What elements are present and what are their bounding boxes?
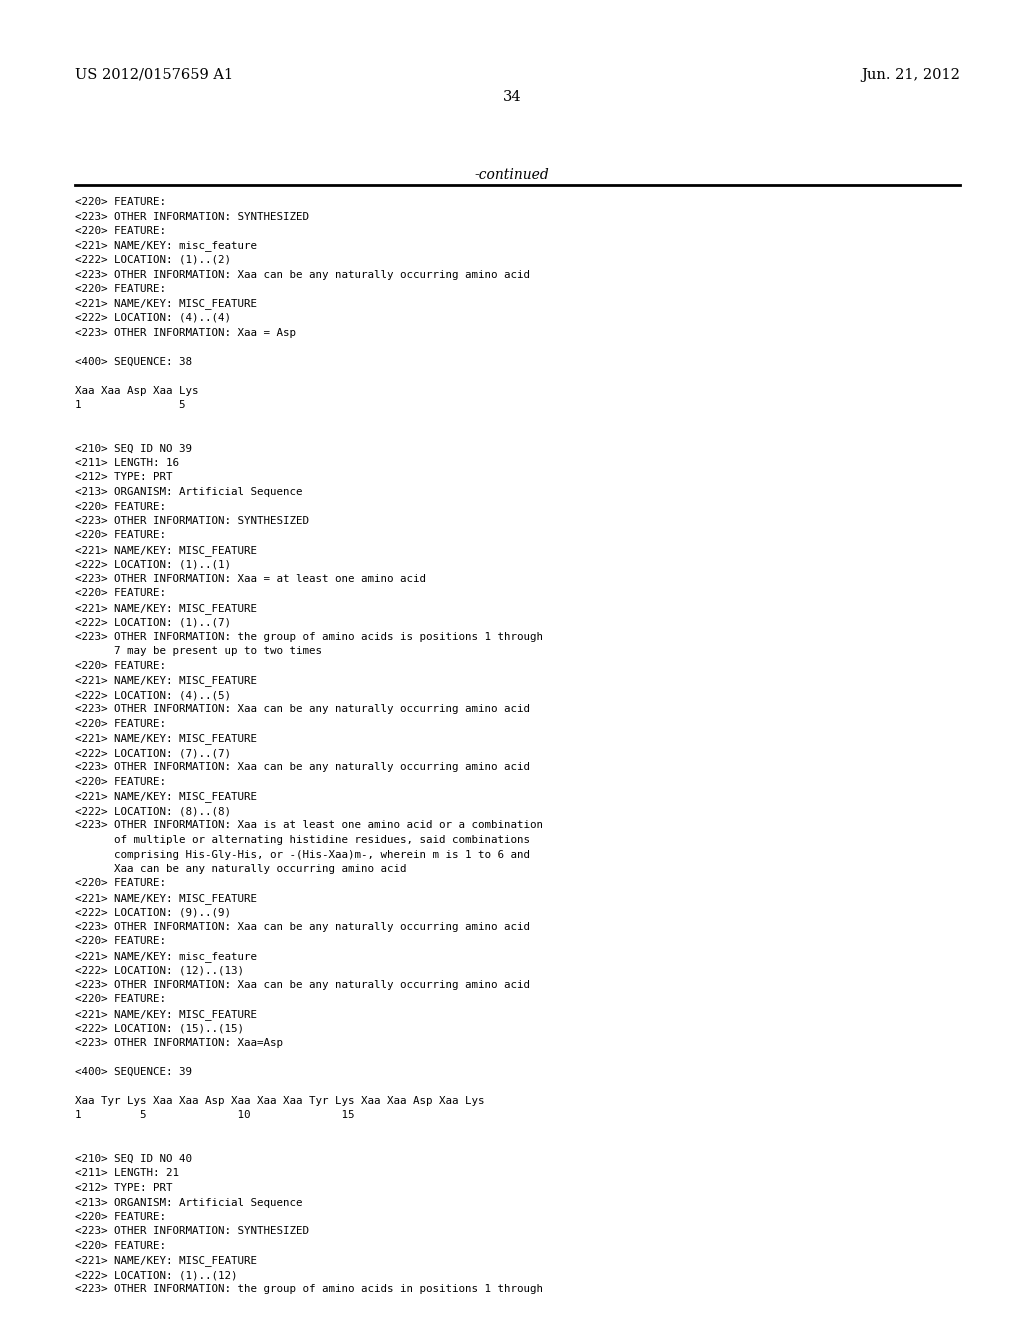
Text: <210> SEQ ID NO 39: <210> SEQ ID NO 39 (75, 444, 193, 454)
Text: <212> TYPE: PRT: <212> TYPE: PRT (75, 473, 172, 483)
Text: <221> NAME/KEY: MISC_FEATURE: <221> NAME/KEY: MISC_FEATURE (75, 1255, 257, 1266)
Text: <222> LOCATION: (9)..(9): <222> LOCATION: (9)..(9) (75, 908, 231, 917)
Text: <220> FEATURE:: <220> FEATURE: (75, 936, 166, 946)
Text: <212> TYPE: PRT: <212> TYPE: PRT (75, 1183, 172, 1193)
Text: <210> SEQ ID NO 40: <210> SEQ ID NO 40 (75, 1154, 193, 1164)
Text: <222> LOCATION: (4)..(5): <222> LOCATION: (4)..(5) (75, 690, 231, 700)
Text: <211> LENGTH: 16: <211> LENGTH: 16 (75, 458, 179, 469)
Text: <221> NAME/KEY: MISC_FEATURE: <221> NAME/KEY: MISC_FEATURE (75, 298, 257, 309)
Text: <223> OTHER INFORMATION: the group of amino acids is positions 1 through: <223> OTHER INFORMATION: the group of am… (75, 632, 543, 642)
Text: 1         5              10              15: 1 5 10 15 (75, 1110, 354, 1121)
Text: of multiple or alternating histidine residues, said combinations: of multiple or alternating histidine res… (75, 836, 530, 845)
Text: <223> OTHER INFORMATION: SYNTHESIZED: <223> OTHER INFORMATION: SYNTHESIZED (75, 1226, 309, 1237)
Text: comprising His-Gly-His, or -(His-Xaa)m-, wherein m is 1 to 6 and: comprising His-Gly-His, or -(His-Xaa)m-,… (75, 850, 530, 859)
Text: <223> OTHER INFORMATION: Xaa can be any naturally occurring amino acid: <223> OTHER INFORMATION: Xaa can be any … (75, 269, 530, 280)
Text: 34: 34 (503, 90, 521, 104)
Text: <223> OTHER INFORMATION: Xaa = Asp: <223> OTHER INFORMATION: Xaa = Asp (75, 327, 296, 338)
Text: <220> FEATURE:: <220> FEATURE: (75, 226, 166, 236)
Text: 1               5: 1 5 (75, 400, 185, 411)
Text: <221> NAME/KEY: misc_feature: <221> NAME/KEY: misc_feature (75, 950, 257, 962)
Text: <220> FEATURE:: <220> FEATURE: (75, 197, 166, 207)
Text: <220> FEATURE:: <220> FEATURE: (75, 719, 166, 729)
Text: -continued: -continued (475, 168, 549, 182)
Text: Xaa can be any naturally occurring amino acid: Xaa can be any naturally occurring amino… (75, 865, 407, 874)
Text: <223> OTHER INFORMATION: Xaa = at least one amino acid: <223> OTHER INFORMATION: Xaa = at least … (75, 574, 426, 583)
Text: Jun. 21, 2012: Jun. 21, 2012 (861, 69, 961, 82)
Text: <222> LOCATION: (1)..(1): <222> LOCATION: (1)..(1) (75, 560, 231, 569)
Text: <400> SEQUENCE: 38: <400> SEQUENCE: 38 (75, 356, 193, 367)
Text: <220> FEATURE:: <220> FEATURE: (75, 589, 166, 598)
Text: <220> FEATURE:: <220> FEATURE: (75, 1212, 166, 1222)
Text: <223> OTHER INFORMATION: Xaa can be any naturally occurring amino acid: <223> OTHER INFORMATION: Xaa can be any … (75, 705, 530, 714)
Text: <221> NAME/KEY: MISC_FEATURE: <221> NAME/KEY: MISC_FEATURE (75, 792, 257, 803)
Text: <223> OTHER INFORMATION: Xaa can be any naturally occurring amino acid: <223> OTHER INFORMATION: Xaa can be any … (75, 979, 530, 990)
Text: <221> NAME/KEY: MISC_FEATURE: <221> NAME/KEY: MISC_FEATURE (75, 894, 257, 904)
Text: <220> FEATURE:: <220> FEATURE: (75, 1241, 166, 1251)
Text: <400> SEQUENCE: 39: <400> SEQUENCE: 39 (75, 1067, 193, 1077)
Text: <220> FEATURE:: <220> FEATURE: (75, 661, 166, 671)
Text: <223> OTHER INFORMATION: Xaa can be any naturally occurring amino acid: <223> OTHER INFORMATION: Xaa can be any … (75, 763, 530, 772)
Text: <222> LOCATION: (4)..(4): <222> LOCATION: (4)..(4) (75, 313, 231, 323)
Text: <221> NAME/KEY: MISC_FEATURE: <221> NAME/KEY: MISC_FEATURE (75, 734, 257, 744)
Text: US 2012/0157659 A1: US 2012/0157659 A1 (75, 69, 233, 82)
Text: <223> OTHER INFORMATION: the group of amino acids in positions 1 through: <223> OTHER INFORMATION: the group of am… (75, 1284, 543, 1295)
Text: <221> NAME/KEY: MISC_FEATURE: <221> NAME/KEY: MISC_FEATURE (75, 545, 257, 556)
Text: 7 may be present up to two times: 7 may be present up to two times (75, 647, 322, 656)
Text: Xaa Tyr Lys Xaa Xaa Asp Xaa Xaa Xaa Tyr Lys Xaa Xaa Asp Xaa Lys: Xaa Tyr Lys Xaa Xaa Asp Xaa Xaa Xaa Tyr … (75, 1096, 484, 1106)
Text: <222> LOCATION: (1)..(12): <222> LOCATION: (1)..(12) (75, 1270, 238, 1280)
Text: <220> FEATURE:: <220> FEATURE: (75, 531, 166, 540)
Text: <211> LENGTH: 21: <211> LENGTH: 21 (75, 1168, 179, 1179)
Text: <222> LOCATION: (1)..(7): <222> LOCATION: (1)..(7) (75, 618, 231, 627)
Text: <221> NAME/KEY: MISC_FEATURE: <221> NAME/KEY: MISC_FEATURE (75, 1008, 257, 1020)
Text: <223> OTHER INFORMATION: SYNTHESIZED: <223> OTHER INFORMATION: SYNTHESIZED (75, 516, 309, 525)
Text: <222> LOCATION: (12)..(13): <222> LOCATION: (12)..(13) (75, 965, 244, 975)
Text: <220> FEATURE:: <220> FEATURE: (75, 994, 166, 1005)
Text: <223> OTHER INFORMATION: Xaa=Asp: <223> OTHER INFORMATION: Xaa=Asp (75, 1038, 283, 1048)
Text: <223> OTHER INFORMATION: Xaa can be any naturally occurring amino acid: <223> OTHER INFORMATION: Xaa can be any … (75, 921, 530, 932)
Text: <223> OTHER INFORMATION: SYNTHESIZED: <223> OTHER INFORMATION: SYNTHESIZED (75, 211, 309, 222)
Text: <221> NAME/KEY: MISC_FEATURE: <221> NAME/KEY: MISC_FEATURE (75, 603, 257, 614)
Text: <220> FEATURE:: <220> FEATURE: (75, 284, 166, 294)
Text: <220> FEATURE:: <220> FEATURE: (75, 777, 166, 787)
Text: <222> LOCATION: (8)..(8): <222> LOCATION: (8)..(8) (75, 807, 231, 816)
Text: Xaa Xaa Asp Xaa Lys: Xaa Xaa Asp Xaa Lys (75, 385, 199, 396)
Text: <222> LOCATION: (7)..(7): <222> LOCATION: (7)..(7) (75, 748, 231, 758)
Text: <213> ORGANISM: Artificial Sequence: <213> ORGANISM: Artificial Sequence (75, 487, 302, 498)
Text: <220> FEATURE:: <220> FEATURE: (75, 502, 166, 511)
Text: <223> OTHER INFORMATION: Xaa is at least one amino acid or a combination: <223> OTHER INFORMATION: Xaa is at least… (75, 821, 543, 830)
Text: <213> ORGANISM: Artificial Sequence: <213> ORGANISM: Artificial Sequence (75, 1197, 302, 1208)
Text: <222> LOCATION: (1)..(2): <222> LOCATION: (1)..(2) (75, 255, 231, 265)
Text: <220> FEATURE:: <220> FEATURE: (75, 879, 166, 888)
Text: <221> NAME/KEY: misc_feature: <221> NAME/KEY: misc_feature (75, 240, 257, 251)
Text: <222> LOCATION: (15)..(15): <222> LOCATION: (15)..(15) (75, 1023, 244, 1034)
Text: <221> NAME/KEY: MISC_FEATURE: <221> NAME/KEY: MISC_FEATURE (75, 676, 257, 686)
